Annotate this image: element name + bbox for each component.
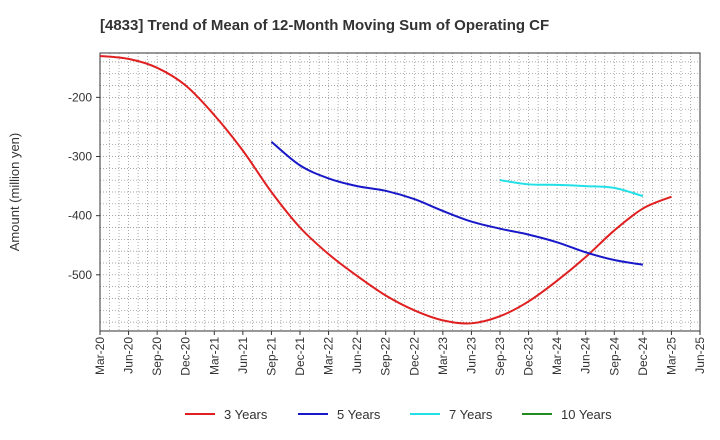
x-tick-label: Dec-22 [407, 337, 421, 376]
x-tick-label: Sep-20 [150, 337, 164, 376]
x-tick-label: Dec-20 [179, 337, 193, 376]
x-tick-label: Sep-22 [379, 337, 393, 376]
x-tick-label: Dec-23 [522, 337, 536, 376]
y-tick-label: -200 [68, 90, 92, 104]
legend-label-7-years: 7 Years [449, 407, 493, 422]
x-tick-label: Sep-21 [264, 337, 278, 376]
legend-label-10-years: 10 Years [561, 407, 612, 422]
x-tick-label: Mar-21 [207, 337, 221, 375]
series-group [99, 54, 672, 325]
series-line-3-years [99, 54, 672, 325]
x-tick-label: Jun-25 [693, 337, 707, 374]
x-tick-label: Mar-20 [93, 337, 107, 375]
x-tick-label: Dec-21 [293, 337, 307, 376]
legend-label-5-years: 5 Years [337, 407, 381, 422]
grid [100, 53, 700, 331]
x-tick-label: Jun-24 [579, 337, 593, 374]
x-tick-label: Jun-23 [464, 337, 478, 374]
series-line-5-years [270, 140, 644, 266]
legend-label-3-years: 3 Years [224, 407, 268, 422]
x-tick-label: Mar-22 [322, 337, 336, 375]
y-tick-label: -500 [68, 268, 92, 282]
x-tick-label: Jun-20 [122, 337, 136, 374]
y-tick-label: -300 [68, 150, 92, 164]
x-tick-label: Sep-23 [493, 337, 507, 376]
y-tick-label: -400 [68, 209, 92, 223]
legend: 3 Years 5 Years 7 Years 10 Years [185, 407, 612, 422]
x-axis-ticks: Mar-20 Jun-20 Sep-20 Dec-20 Mar-21 Jun-21 Sep-… [93, 331, 707, 376]
y-axis-ticks: -200 -300 -400 -500 [68, 90, 100, 282]
x-tick-label: Mar-23 [436, 337, 450, 375]
x-tick-label: Jun-22 [350, 337, 364, 374]
x-tick-label: Dec-24 [636, 337, 650, 376]
x-tick-label: Sep-24 [607, 337, 621, 376]
y-axis-label: Amount (million yen) [7, 133, 22, 252]
plot-area [99, 52, 701, 332]
x-tick-label: Jun-21 [236, 337, 250, 374]
x-tick-label: Mar-25 [664, 337, 678, 375]
chart-title: [4833] Trend of Mean of 12-Month Moving … [100, 17, 549, 34]
series-line-7-years [499, 179, 644, 198]
x-tick-label: Mar-24 [550, 337, 564, 375]
